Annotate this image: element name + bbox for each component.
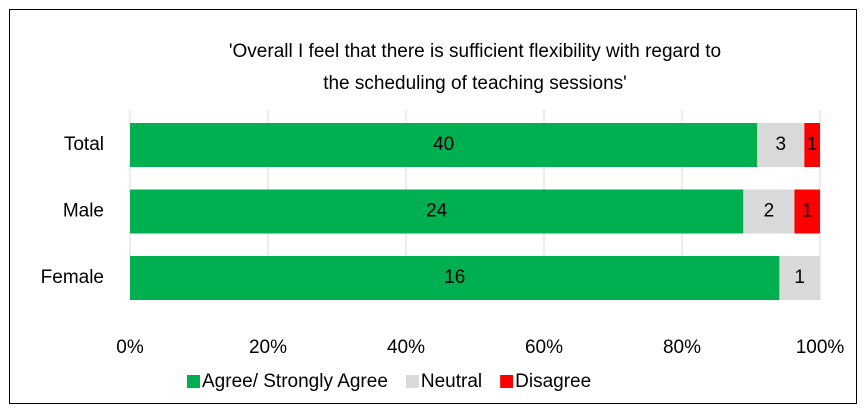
chart-title: 'Overall I feel that there is sufficient… [229,41,721,62]
bar-segment [779,256,820,300]
bar-segment [757,123,805,167]
data-label: 16 [444,267,465,288]
data-label: 40 [433,134,454,155]
x-tick-label: 20% [249,337,287,358]
legend-swatch [405,375,419,388]
legend-label: Neutral [421,371,482,392]
data-label: 2 [764,201,775,222]
data-label: 1 [807,134,818,155]
x-tick-label: 60% [525,337,563,358]
x-tick-label: 100% [796,337,845,358]
data-label: 1 [802,201,813,222]
bar-segment [130,189,744,234]
data-label: 1 [794,267,805,288]
bar-segment [130,123,758,167]
y-tick-label: Female [41,267,104,288]
legend-swatch [500,375,514,388]
bar-segment [804,123,820,167]
y-tick-label: Male [63,201,104,222]
x-tick-label: 40% [387,337,425,358]
y-tick-label: Total [64,134,104,155]
chart-title: the scheduling of teaching sessions' [323,73,627,94]
x-tick-label: 80% [663,337,701,358]
bar-segment [130,256,780,300]
bar-segment [794,189,820,234]
legend-label: Agree/ Strongly Agree [202,371,388,392]
data-label: 24 [426,201,448,222]
bar-segment [743,189,795,234]
x-tick-label: 0% [116,337,144,358]
data-label: 3 [776,134,787,155]
legend-label: Disagree [515,371,591,392]
legend-swatch [187,375,200,388]
